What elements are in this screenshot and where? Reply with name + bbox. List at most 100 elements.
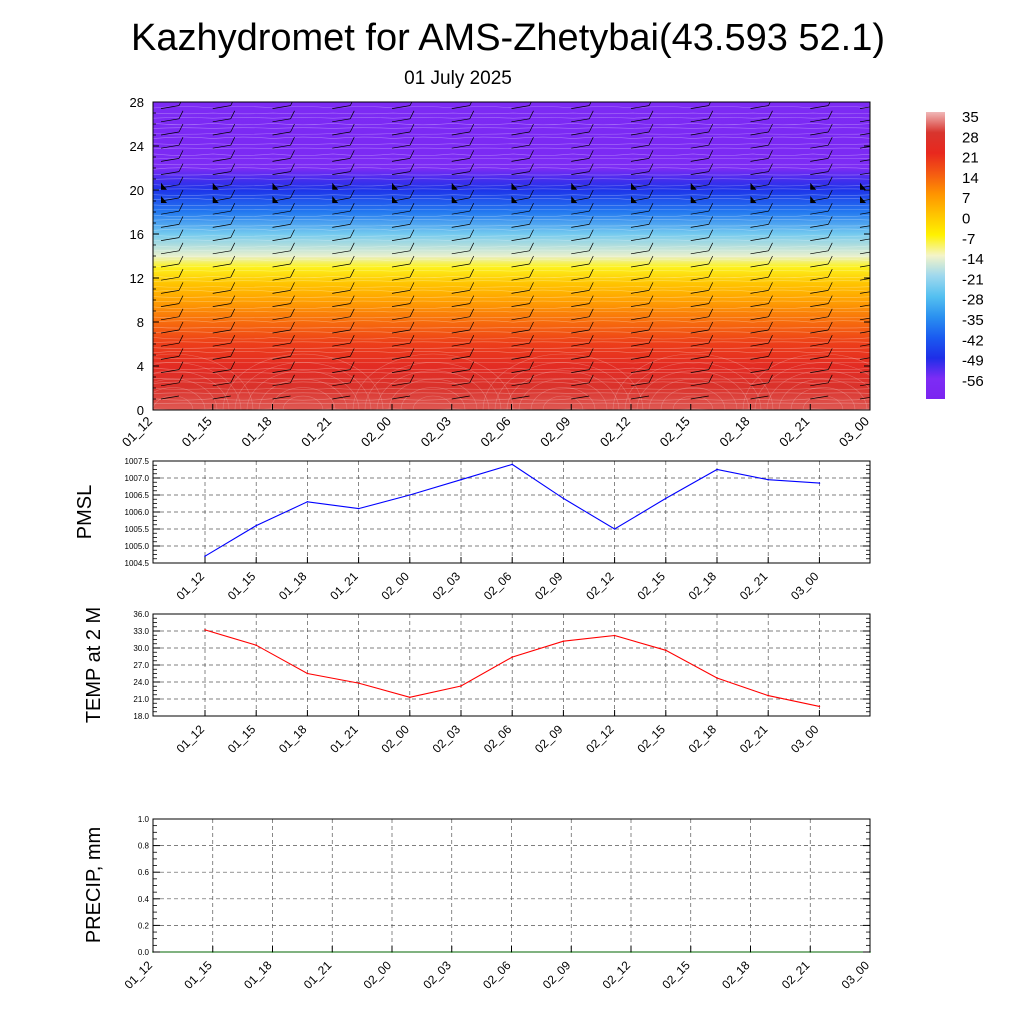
wind-barb-feather: [469, 361, 475, 370]
wind-barb-feather: [827, 229, 833, 238]
wind-barb-shaft: [511, 131, 530, 136]
wind-barb-shaft: [212, 250, 231, 255]
wind-barb-feather: [409, 242, 415, 251]
wind-barb-feather: [648, 335, 654, 344]
wind-barb-feather: [290, 374, 295, 383]
wind-barb-feather: [708, 242, 714, 251]
x-tick-label: 01_15: [225, 722, 259, 756]
isotherm-line: [494, 362, 632, 410]
wind-barb-feather: [230, 189, 236, 199]
wind-barb-feather: [230, 229, 236, 238]
wind-barb-shaft: [332, 369, 351, 373]
wind-barb-pennant: [161, 182, 167, 190]
colorbar-label: 0: [962, 211, 970, 228]
wind-barb-feather: [708, 308, 714, 317]
wind-barb-feather: [469, 282, 475, 291]
wind-barb-feather: [529, 189, 534, 199]
wind-barb-shaft: [750, 144, 769, 149]
wind-barb-pennant: [161, 196, 167, 203]
wind-barb-shaft: [750, 224, 769, 228]
wind-barb-feather: [469, 123, 475, 133]
wind-barb-feather: [230, 203, 236, 212]
wind-barb-feather: [178, 242, 184, 251]
y-tick-label: 18.0: [133, 712, 149, 721]
wind-barb-feather: [409, 163, 415, 172]
isotherm-line: [153, 326, 870, 329]
wind-barb-feather: [588, 123, 594, 133]
x-tick-label: 02_03: [420, 958, 454, 992]
wind-barb-feather: [230, 242, 236, 251]
wind-barb-pennant: [631, 182, 637, 190]
wind-barb-shaft: [630, 131, 650, 136]
wind-barb-feather: [827, 189, 833, 199]
isotherm-line: [153, 387, 206, 410]
wind-barb-feather: [768, 361, 773, 370]
wind-barb-shaft: [859, 357, 870, 360]
isotherm-line: [153, 214, 870, 217]
wind-barb-feather: [648, 163, 654, 172]
x-tick-label: 03_00: [839, 958, 873, 992]
y-tick-label: 0.0: [138, 948, 150, 957]
wind-barb-feather: [529, 176, 534, 185]
wind-barb-shaft: [272, 369, 291, 373]
wind-barb-shaft: [859, 212, 870, 215]
wind-barb-shaft: [511, 171, 530, 175]
isotherm-line: [153, 163, 870, 166]
x-tick-label: 01_15: [179, 414, 215, 450]
wind-barb-shaft: [160, 382, 180, 387]
wind-barb-feather: [349, 110, 355, 119]
isotherm-line: [660, 387, 726, 410]
x-tick-label: 02_09: [540, 958, 574, 992]
wind-barb-shaft: [571, 395, 590, 400]
data-point: [460, 478, 462, 481]
wind-barb-shaft: [690, 303, 709, 307]
wind-barb-feather: [878, 362, 882, 370]
wind-barb-shaft: [391, 303, 411, 307]
wind-barb-shaft: [160, 303, 180, 307]
isotherm-line: [153, 341, 870, 343]
wind-barb-feather: [768, 163, 773, 172]
isotherm-line: [153, 286, 870, 288]
wind-barb-feather: [409, 348, 415, 357]
wind-barb-shaft: [571, 382, 590, 387]
x-tick-label: 02_00: [358, 414, 394, 450]
wind-barb-feather: [648, 229, 654, 238]
wind-barb-shaft: [630, 329, 650, 334]
wind-barb-shaft: [451, 290, 470, 294]
wind-barb-feather: [349, 321, 355, 331]
wind-barb-feather: [409, 229, 415, 238]
wind-barb-shaft: [630, 105, 650, 109]
wind-barb-shaft: [630, 210, 650, 215]
isotherm-line: [624, 362, 762, 410]
wind-barb-shaft: [859, 317, 870, 321]
wind-barb-shaft: [630, 237, 650, 241]
y-tick-label: 1007.0: [125, 474, 150, 483]
wind-barb-shaft: [750, 342, 769, 347]
wind-barb-shaft: [451, 369, 470, 373]
wind-barb-feather: [349, 361, 355, 370]
wind-barb-feather: [178, 123, 184, 133]
wind-barb-shaft: [859, 396, 870, 400]
wind-barb-shaft: [272, 290, 291, 294]
isotherm-line: [153, 194, 870, 196]
wind-barb-shaft: [212, 303, 231, 307]
wind-barb-feather: [878, 296, 882, 304]
isotherm-line: [754, 362, 870, 410]
wind-barb-shaft: [750, 250, 769, 255]
wind-barb-shaft: [690, 118, 709, 123]
wind-barb-feather: [178, 137, 184, 146]
wind-barb-shaft: [160, 356, 180, 360]
wind-barb-shaft: [451, 276, 470, 281]
isotherm-line: [153, 353, 254, 410]
wind-barb-shaft: [332, 171, 351, 175]
y-tick-label: 0: [137, 403, 144, 418]
pmsl-ylabel: PMSL: [74, 485, 96, 539]
x-tick-label: 02_03: [430, 569, 464, 603]
wind-barb-feather: [409, 189, 415, 199]
wind-barb-feather: [529, 295, 534, 304]
wind-barb-shaft: [391, 144, 411, 149]
data-point: [562, 640, 565, 642]
wind-barb-shaft: [571, 369, 590, 373]
wind-barb-feather: [708, 150, 714, 159]
x-tick-label: 02_00: [378, 722, 412, 756]
